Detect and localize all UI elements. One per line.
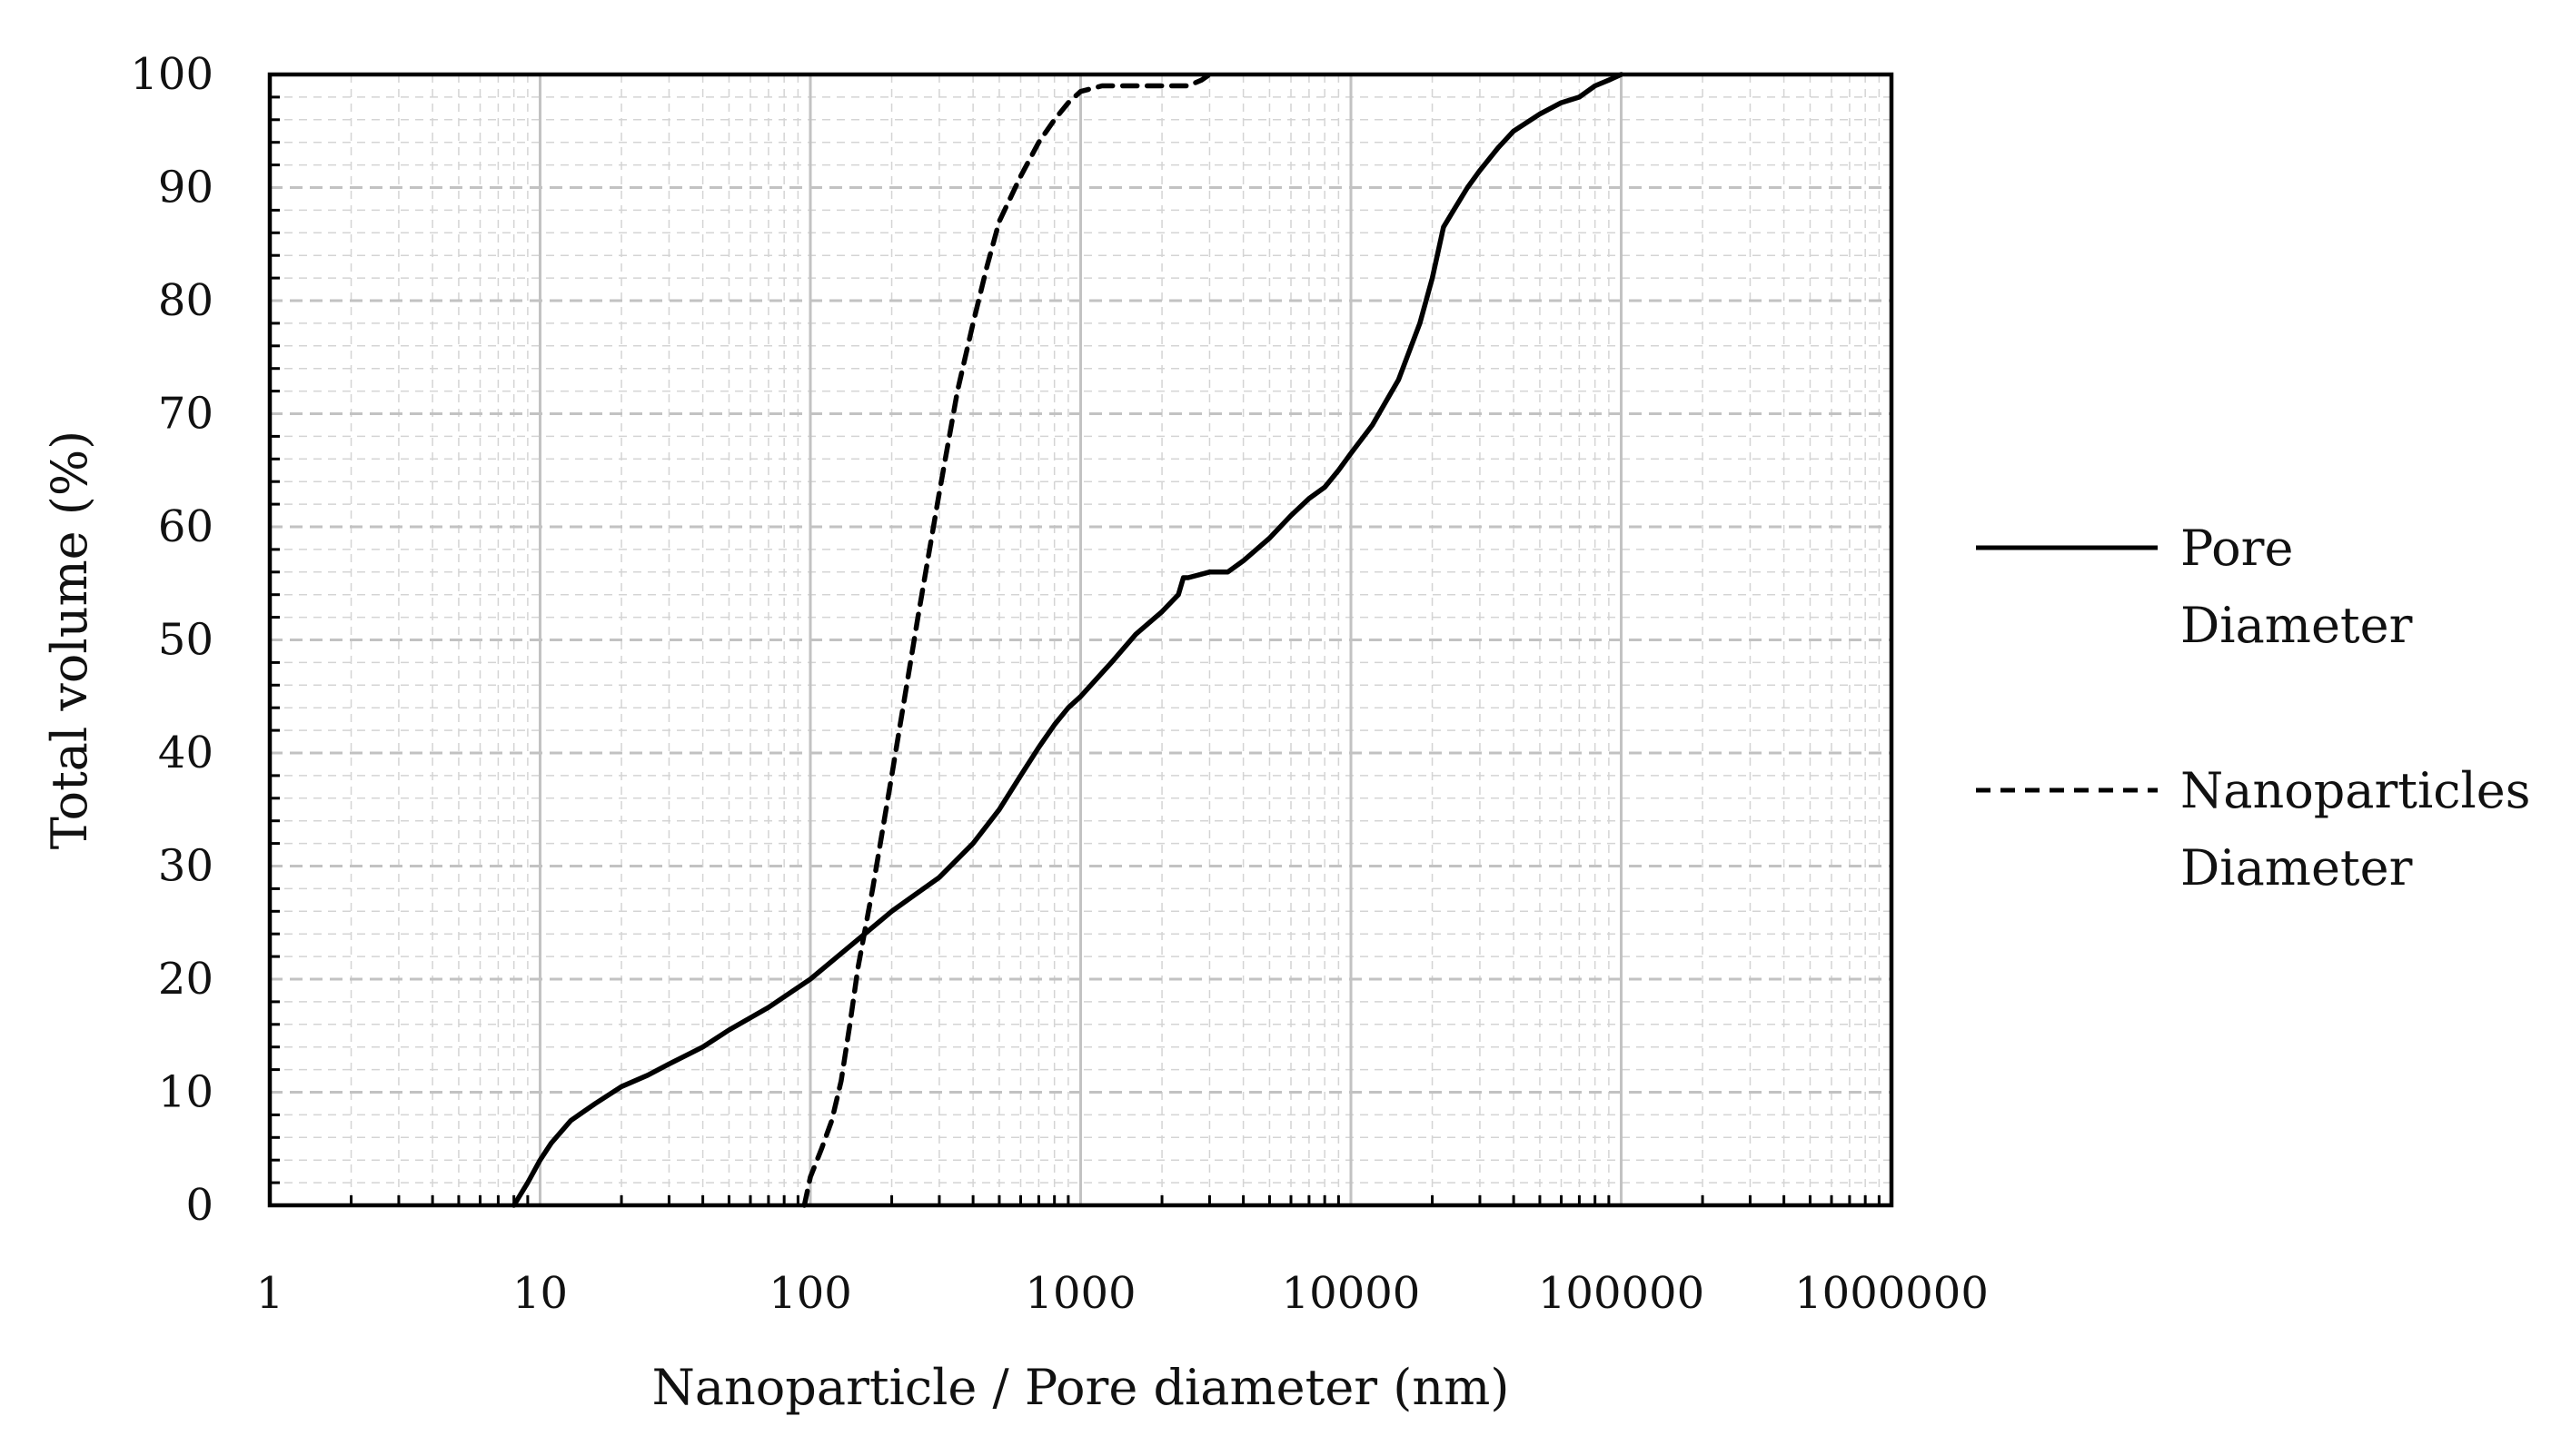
x-tick-labels: 1 10 100 1000 10000 100000 1000000	[256, 1268, 1989, 1319]
legend: Pore Diameter Nanoparticles Diameter	[1976, 520, 2530, 896]
x-tick-label: 1000000	[1794, 1268, 1989, 1319]
x-tick-label: 10000	[1282, 1268, 1421, 1319]
y-tick-label: 90	[158, 163, 213, 213]
series-line-pore-diameter	[511, 72, 1624, 1208]
y-tick-label: 40	[158, 728, 213, 778]
y-tick-label: 30	[158, 841, 213, 892]
x-tick-label: 1	[256, 1268, 284, 1319]
y-tick-label: 70	[158, 389, 213, 440]
y-tick-label: 50	[158, 615, 213, 666]
legend-label-pore-line2: Diameter	[2180, 597, 2413, 654]
y-tick-labels: 0 10 20 30 40 50 60 70 80 90 100	[130, 49, 213, 1231]
x-tick-label: 1000	[1025, 1268, 1136, 1319]
x-tick-label: 100000	[1538, 1268, 1704, 1319]
y-tick-label: 20	[158, 954, 213, 1005]
series-layer	[511, 72, 1624, 1208]
y-tick-label: 0	[185, 1180, 213, 1231]
y-tick-label: 100	[130, 49, 213, 100]
plot-frame	[267, 72, 1894, 1208]
legend-label-nanoparticles-line2: Diameter	[2180, 839, 2413, 896]
series-line-nanoparticles-diameter	[801, 72, 1213, 1208]
legend-label-nanoparticles-line1: Nanoparticles	[2180, 762, 2530, 819]
y-tick-label: 80	[158, 275, 213, 326]
y-tick-label: 10	[158, 1067, 213, 1118]
y-axis-title: Total volume (%)	[41, 431, 98, 850]
x-axis-title: Nanoparticle / Pore diameter (nm)	[652, 1359, 1510, 1416]
x-tick-label: 100	[769, 1268, 852, 1319]
x-tick-label: 10	[512, 1268, 568, 1319]
legend-label-pore-line1: Pore	[2180, 520, 2293, 577]
y-tick-label: 60	[158, 501, 213, 552]
